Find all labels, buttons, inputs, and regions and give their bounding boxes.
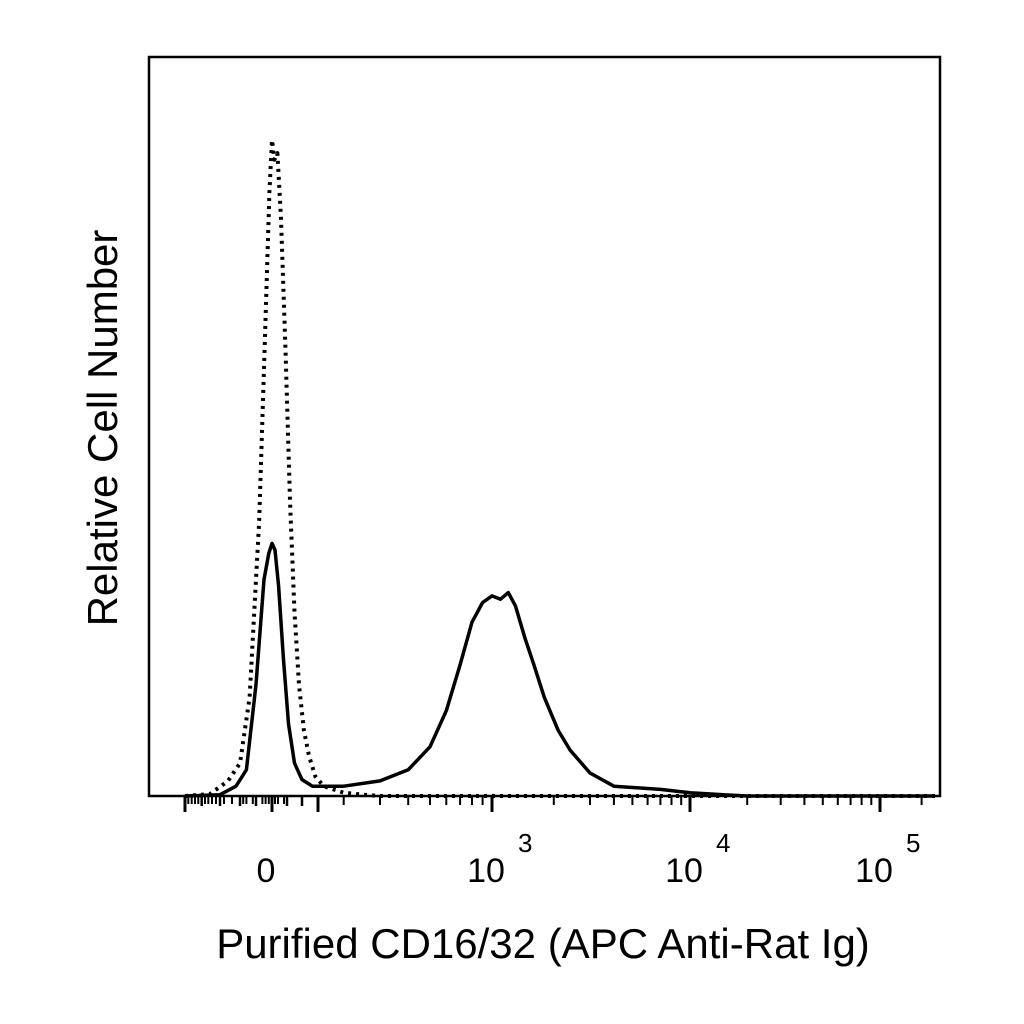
series-line-dotted (184, 138, 935, 798)
x-axis-ticks (183, 796, 923, 812)
plot-frame (147, 55, 942, 798)
x-tick-label: 0 (257, 852, 276, 890)
x-tick-label: 10 (855, 852, 893, 890)
y-axis-title: Relative Cell Number (79, 230, 126, 627)
series-line-solid (184, 541, 935, 798)
x-tick-label-exponent: 5 (906, 828, 920, 858)
plot-lines (184, 138, 935, 798)
x-tick-label: 10 (467, 852, 505, 890)
x-tick-label-exponent: 4 (716, 828, 730, 858)
x-axis-title: Purified CD16/32 (APC Anti-Rat Ig) (216, 920, 870, 967)
x-tick-label: 10 (665, 852, 703, 890)
x-tick-label-exponent: 3 (518, 828, 532, 858)
x-axis-tick-labels: 0 10 3 10 4 10 5 (257, 828, 921, 890)
